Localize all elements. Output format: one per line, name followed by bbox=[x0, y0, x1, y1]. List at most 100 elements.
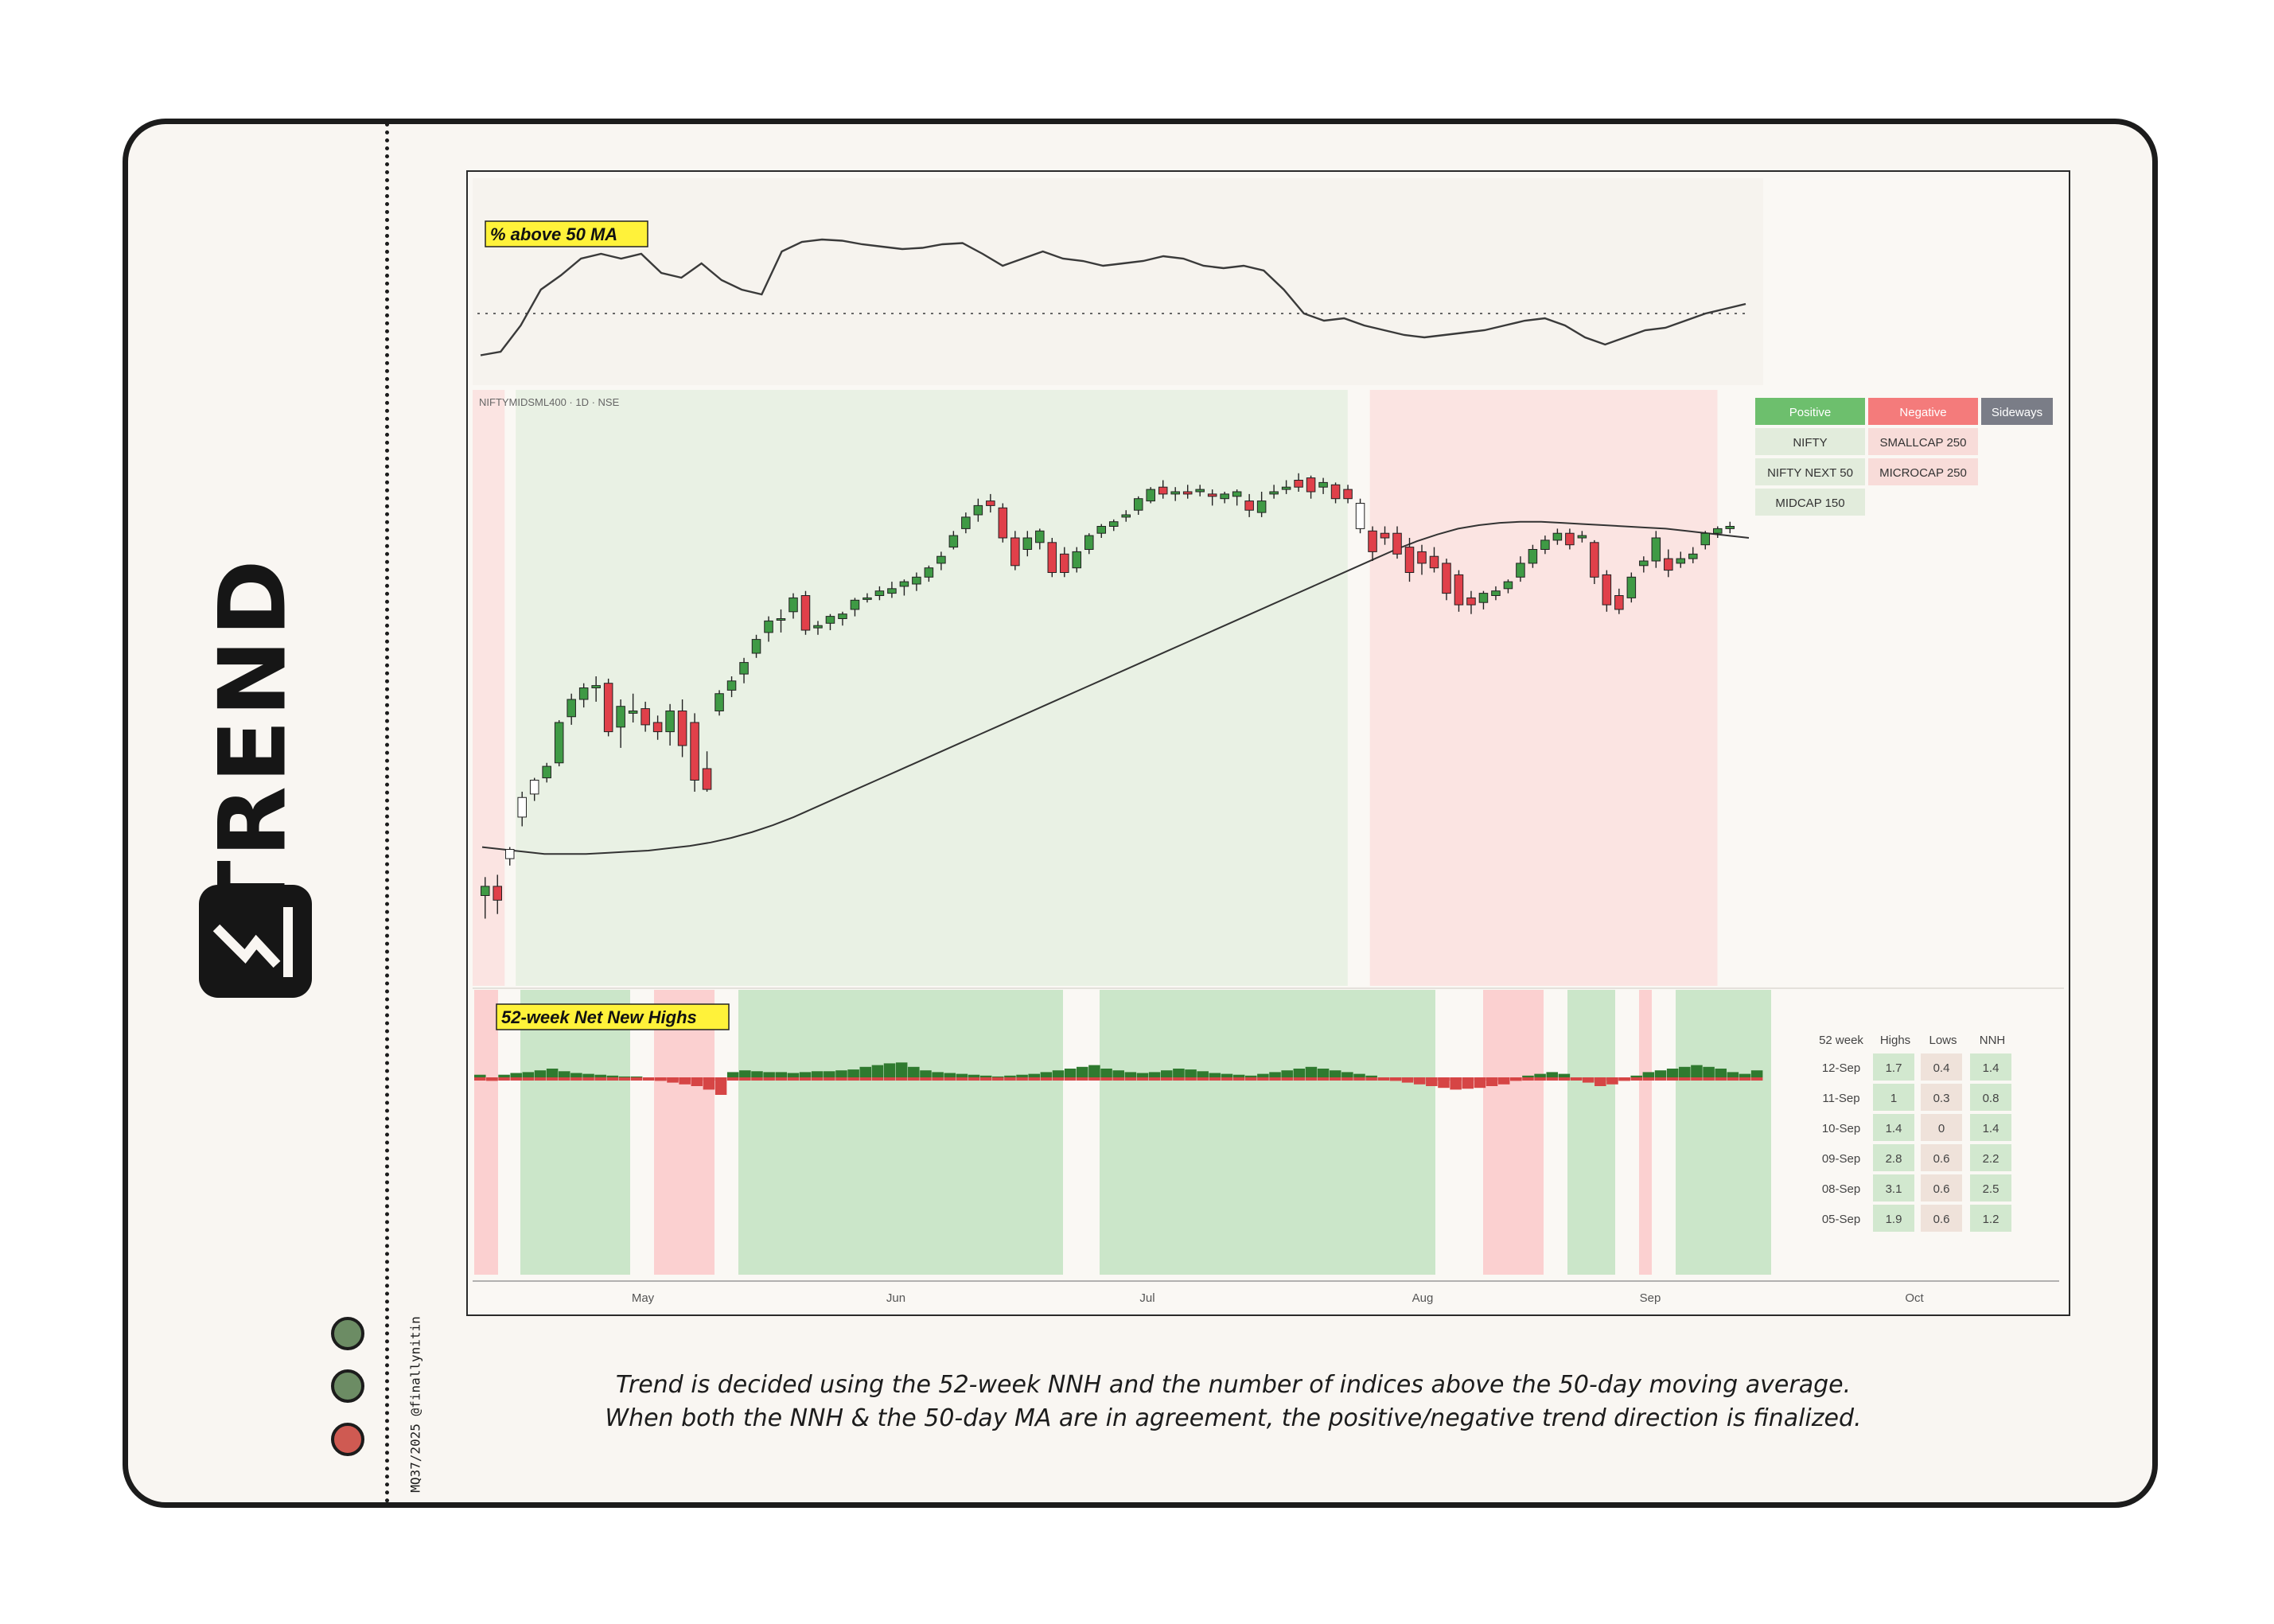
nnh-bar-baseline bbox=[594, 1077, 606, 1081]
candle-body bbox=[1725, 526, 1735, 529]
nnh-table-value: 3.1 bbox=[1886, 1182, 1902, 1196]
nnh-table-value: 2.5 bbox=[1983, 1182, 1999, 1196]
nnh-bar-positive bbox=[811, 1071, 824, 1077]
nnh-bar-positive bbox=[558, 1071, 570, 1077]
nnh-bar-baseline bbox=[739, 1077, 751, 1081]
nnh-bar-baseline bbox=[1679, 1077, 1691, 1081]
candle bbox=[715, 690, 724, 716]
nnh-bar-negative bbox=[679, 1077, 691, 1085]
candle-body bbox=[961, 516, 971, 529]
nnh-bar-baseline bbox=[618, 1077, 631, 1081]
nnh-bar-positive bbox=[1077, 1066, 1088, 1077]
candle-body bbox=[1528, 549, 1538, 564]
candle-body bbox=[1368, 530, 1377, 552]
nnh-background-band bbox=[1676, 990, 1771, 1275]
nnh-bar-baseline bbox=[1389, 1077, 1402, 1081]
x-tick-label: Sep bbox=[1640, 1291, 1661, 1305]
candle-body bbox=[1688, 553, 1698, 559]
candle-body bbox=[1096, 526, 1107, 534]
candle bbox=[1368, 526, 1377, 561]
nnh-bar-baseline bbox=[630, 1077, 643, 1081]
legend-negative-cell bbox=[1868, 458, 1978, 485]
nnh-bar-baseline bbox=[1016, 1077, 1028, 1081]
candle-body bbox=[677, 711, 687, 746]
nnh-bar-baseline bbox=[486, 1077, 498, 1081]
candle-body bbox=[850, 599, 860, 610]
nnh-bar-negative bbox=[1497, 1077, 1510, 1085]
candle bbox=[1392, 526, 1402, 559]
nnh-bar-baseline bbox=[1281, 1077, 1293, 1081]
candle bbox=[480, 877, 490, 919]
candle-body bbox=[493, 886, 503, 901]
nnh-bar-positive bbox=[1221, 1073, 1233, 1077]
nnh-bar-positive bbox=[1136, 1073, 1149, 1077]
candle bbox=[1010, 531, 1020, 571]
candle-body bbox=[1084, 535, 1094, 551]
nnh-bar-baseline bbox=[908, 1077, 920, 1081]
candle-body bbox=[1478, 593, 1489, 603]
candle bbox=[493, 874, 503, 914]
candle bbox=[1478, 590, 1489, 609]
legend-positive-label: NIFTY NEXT 50 bbox=[1767, 466, 1853, 480]
legend-negative-label: SMALLCAP 250 bbox=[1880, 436, 1967, 450]
candle-body bbox=[825, 616, 835, 624]
nnh-background-band bbox=[654, 990, 715, 1275]
nnh-bar-baseline bbox=[726, 1077, 739, 1081]
nnh-bar-baseline bbox=[1727, 1077, 1739, 1081]
nnh-bar-baseline bbox=[787, 1077, 800, 1081]
candle-body bbox=[1392, 532, 1402, 555]
nnh-table-value: 2.2 bbox=[1983, 1152, 1999, 1166]
nnh-bar-positive bbox=[1244, 1075, 1257, 1077]
nnh-bar-baseline bbox=[1630, 1077, 1642, 1081]
candle bbox=[1540, 535, 1550, 555]
candle bbox=[1664, 549, 1673, 578]
candle bbox=[800, 590, 811, 635]
candle bbox=[578, 683, 589, 708]
nnh-table-value: 1.4 bbox=[1983, 1061, 1999, 1075]
candle bbox=[1060, 547, 1069, 578]
nnh-bar-positive bbox=[1727, 1072, 1739, 1077]
candle-body bbox=[924, 567, 934, 578]
candle-body bbox=[862, 597, 872, 600]
nnh-bar-baseline bbox=[1136, 1077, 1149, 1081]
nnh-bar-positive bbox=[1750, 1070, 1763, 1077]
nnh-background-band bbox=[1567, 990, 1615, 1275]
nnh-table-value: 1.4 bbox=[1886, 1122, 1902, 1135]
candle bbox=[641, 701, 650, 732]
candle bbox=[1306, 475, 1316, 499]
nnh-bar-baseline bbox=[883, 1077, 896, 1081]
legend-positive-cell bbox=[1755, 428, 1865, 455]
nnh-bar-baseline bbox=[847, 1077, 859, 1081]
candle bbox=[542, 762, 551, 783]
candle-body bbox=[641, 708, 650, 726]
candle-body bbox=[1318, 481, 1328, 488]
candle-body bbox=[874, 590, 885, 597]
candle bbox=[567, 693, 576, 725]
nnh-bar-baseline bbox=[1413, 1077, 1426, 1081]
nnh-background-band bbox=[474, 990, 498, 1275]
candle bbox=[1294, 473, 1303, 492]
candle-body bbox=[665, 711, 675, 733]
candle-body bbox=[813, 625, 823, 629]
pct-above-50ma-line bbox=[480, 238, 1746, 356]
nnh-bar-positive bbox=[1016, 1074, 1028, 1077]
candle bbox=[1047, 538, 1057, 578]
nnh-bar-positive bbox=[979, 1075, 992, 1077]
nnh-bar-baseline bbox=[1606, 1077, 1618, 1081]
nnh-table-cell bbox=[1921, 1114, 1962, 1141]
candle bbox=[517, 792, 527, 827]
nnh-bar-positive bbox=[1558, 1073, 1571, 1077]
candle bbox=[1552, 528, 1563, 545]
candle bbox=[1725, 521, 1735, 534]
candle-body bbox=[480, 886, 490, 897]
nnh-bar-baseline bbox=[835, 1077, 847, 1081]
nnh-background-band bbox=[1639, 990, 1652, 1275]
candle-body bbox=[529, 780, 539, 795]
nnh-table-value: 0.6 bbox=[1933, 1182, 1950, 1196]
nnh-bar-positive bbox=[1739, 1073, 1751, 1077]
candle-body bbox=[936, 555, 946, 564]
candle bbox=[1170, 487, 1180, 501]
nnh-bar-positive bbox=[847, 1069, 859, 1077]
candle-body bbox=[1503, 581, 1513, 590]
nnh-bar-baseline bbox=[1450, 1077, 1462, 1081]
